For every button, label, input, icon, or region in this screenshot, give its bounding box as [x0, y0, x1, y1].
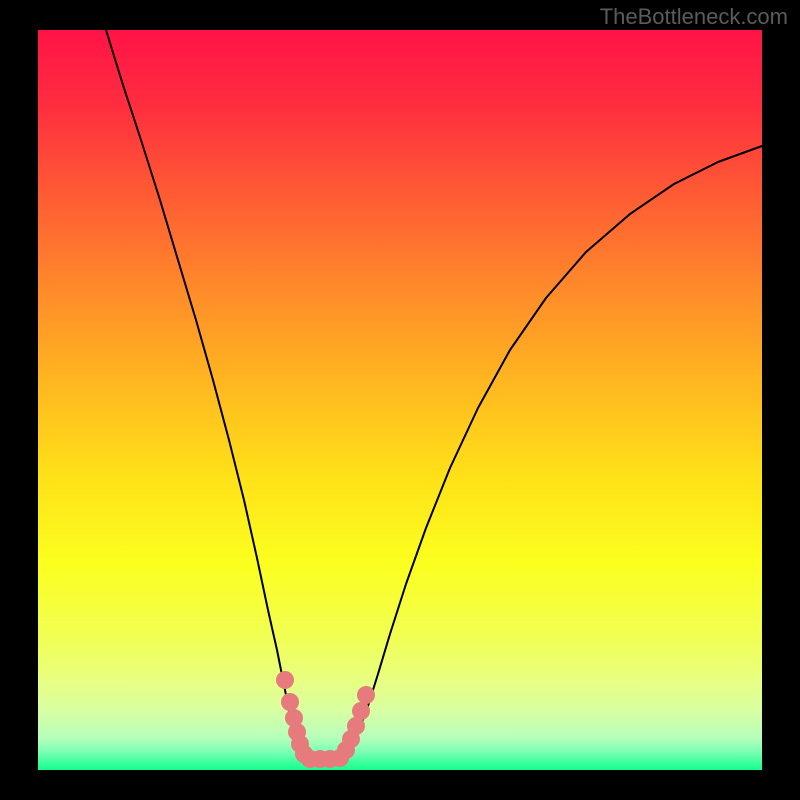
curve-right-branch [345, 146, 762, 756]
marker-right [357, 686, 375, 704]
marker-right [352, 702, 370, 720]
chart-plot-area [38, 30, 762, 770]
marker-left [276, 671, 294, 689]
curve-left-branch [106, 30, 306, 757]
watermark-text: TheBottleneck.com [600, 4, 788, 30]
marker-left [281, 693, 299, 711]
curve-layer [38, 30, 762, 770]
